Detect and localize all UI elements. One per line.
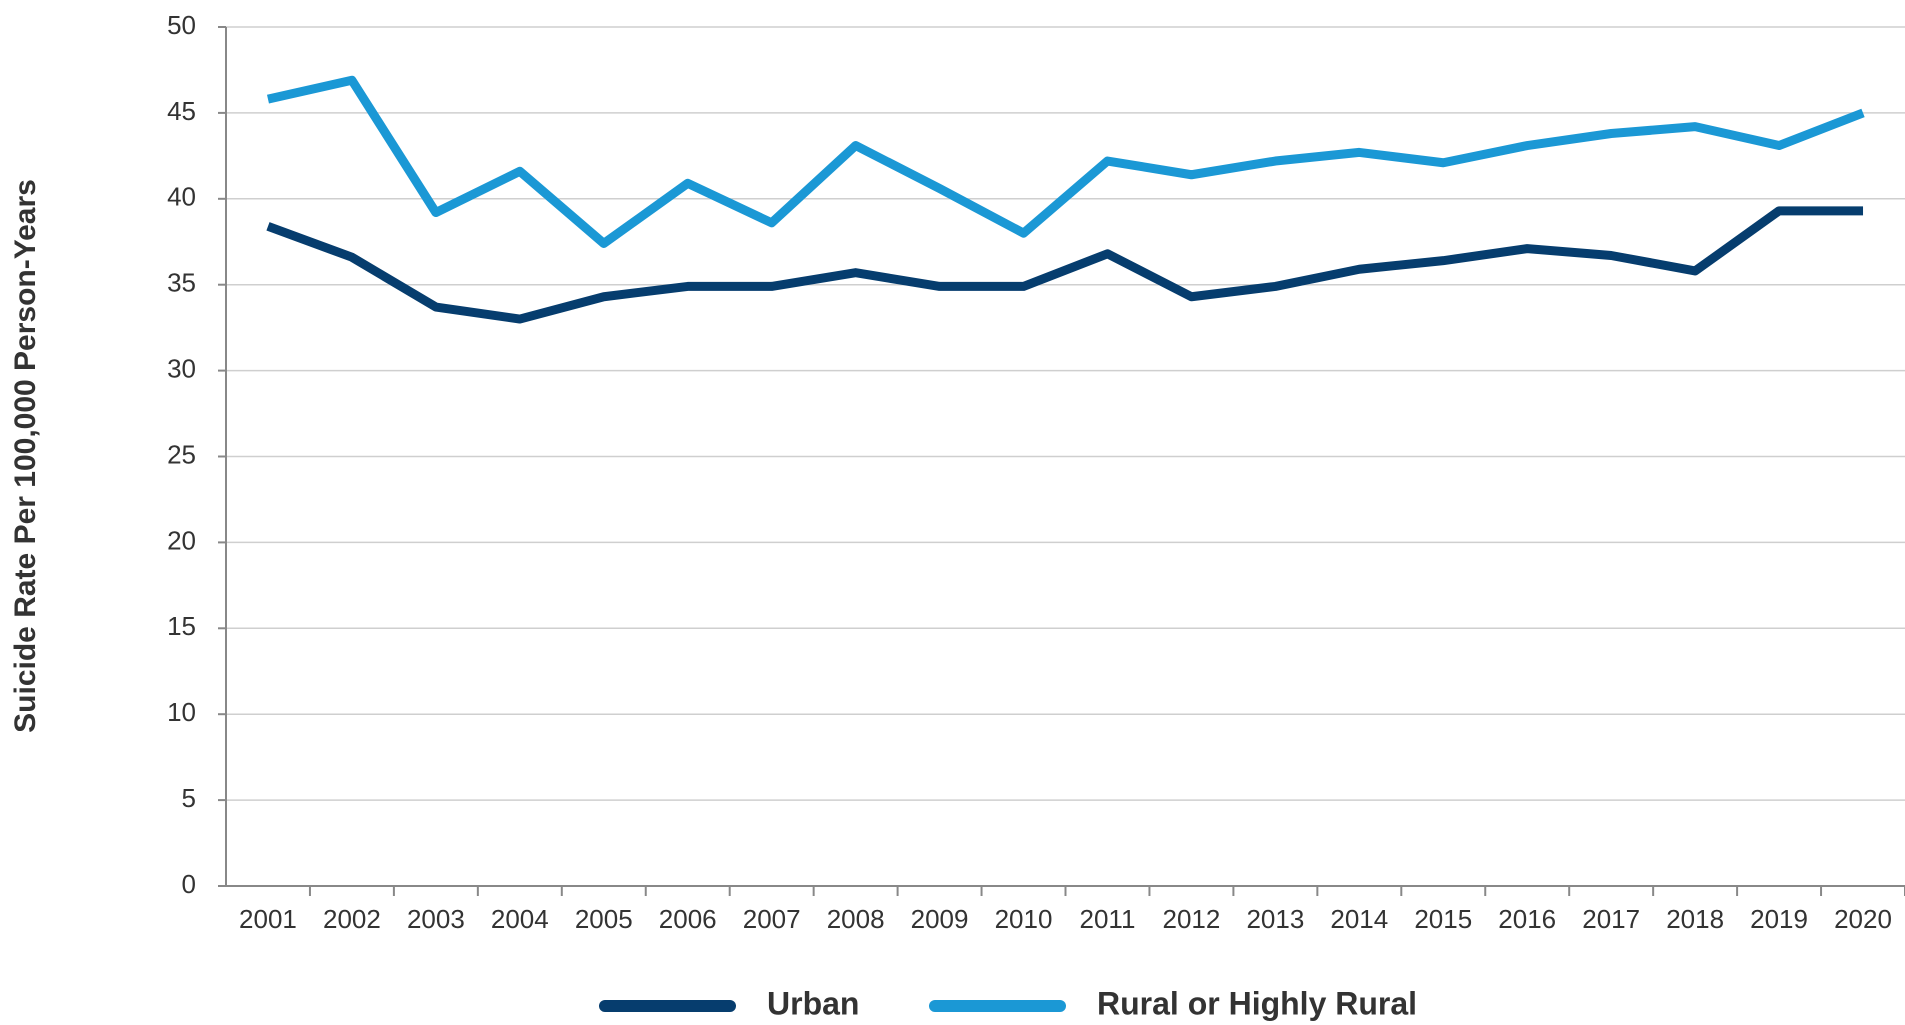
x-tick-label: 2005 (575, 904, 633, 934)
x-tick-label: 2003 (407, 904, 465, 934)
y-tick-label: 15 (167, 611, 196, 641)
x-tick-label: 2002 (323, 904, 381, 934)
x-tick-label: 2004 (491, 904, 549, 934)
y-tick-label: 0 (182, 869, 196, 899)
x-tick-label: 2012 (1163, 904, 1221, 934)
y-tick-label: 35 (167, 268, 196, 298)
x-tick-label: 2014 (1330, 904, 1388, 934)
x-tick-label: 2011 (1080, 904, 1136, 934)
x-tick-label: 2006 (659, 904, 717, 934)
y-tick-label: 20 (167, 525, 196, 555)
x-tick-label: 2017 (1582, 904, 1640, 934)
legend-label: Urban (767, 985, 859, 1021)
x-tick-label: 2013 (1246, 904, 1304, 934)
x-tick-label: 2019 (1750, 904, 1808, 934)
y-axis-label: Suicide Rate Per 100,000 Person-Years (9, 179, 42, 733)
y-tick-label: 5 (182, 783, 196, 813)
x-tick-label: 2020 (1834, 904, 1892, 934)
series-line (266, 206, 1864, 324)
y-tick-label: 30 (167, 353, 196, 383)
x-tick-label: 2001 (239, 904, 297, 934)
y-tick-label: 10 (167, 697, 196, 727)
series-line (266, 75, 1865, 248)
y-tick-label: 40 (167, 182, 196, 212)
x-tick-label: 2018 (1666, 904, 1724, 934)
x-tick-label: 2008 (827, 904, 885, 934)
x-tick-label: 2009 (911, 904, 969, 934)
x-tick-label: 2007 (743, 904, 801, 934)
legend-label: Rural or Highly Rural (1097, 985, 1417, 1021)
y-tick-label: 25 (167, 439, 196, 469)
y-tick-label: 45 (167, 96, 196, 126)
x-tick-label: 2016 (1498, 904, 1556, 934)
y-tick-label: 50 (167, 10, 196, 40)
x-tick-label: 2015 (1414, 904, 1472, 934)
x-tick-label: 2010 (995, 904, 1053, 934)
